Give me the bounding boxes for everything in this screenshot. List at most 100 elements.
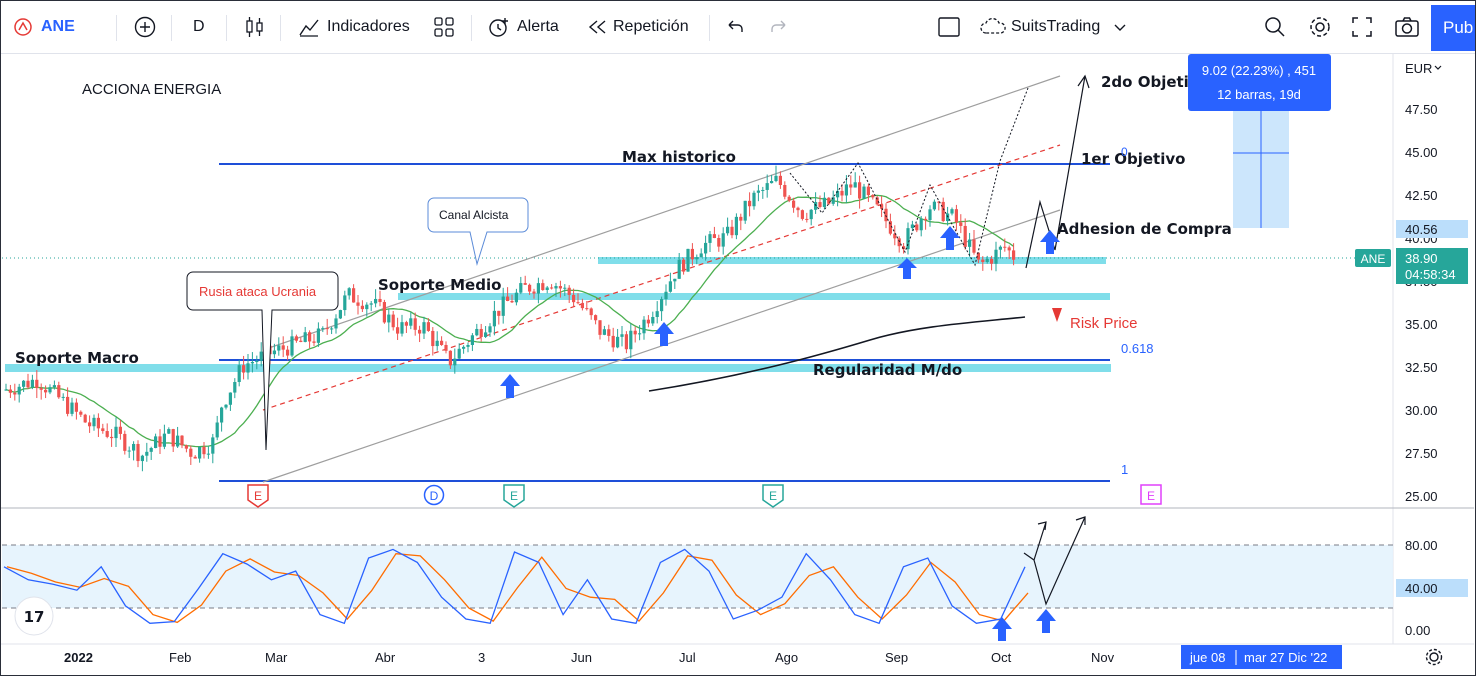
candle-body: [39, 388, 43, 390]
candle-body: [497, 310, 501, 316]
candle-body: [761, 189, 765, 191]
candle-body: [589, 308, 593, 316]
countdown: 04:58:34: [1405, 267, 1456, 282]
osc-projection-arrowheads: [1037, 516, 1086, 531]
time-label: Jun: [571, 650, 592, 665]
candle-body: [488, 326, 492, 333]
candle-body: [13, 392, 17, 395]
candle-body: [690, 248, 694, 260]
alert-button[interactable]: Alerta: [487, 1, 559, 53]
candle-body: [418, 329, 422, 334]
candle-body: [475, 328, 479, 336]
stoch-k-line: [3, 548, 1026, 625]
templates-button[interactable]: [433, 1, 455, 53]
price-tick: 32.50: [1405, 360, 1438, 375]
price-axis[interactable]: EUR 47.50 45.00 42.50 40.00 37.50 35.00 …: [1355, 61, 1468, 504]
layout-name-button[interactable]: SuitsTrading: [979, 1, 1130, 53]
compare-button[interactable]: [133, 1, 157, 53]
osc-tick: 40.00: [1405, 581, 1438, 596]
channel-upper: [262, 75, 1061, 351]
candle-body: [250, 362, 254, 364]
tradingview-logo[interactable]: 𝟭𝟳: [14, 596, 54, 636]
tag-level: 40.56: [1405, 222, 1438, 237]
channel-mid: [262, 144, 1061, 411]
settings-button[interactable]: [1307, 1, 1333, 53]
interval-button[interactable]: D: [193, 1, 205, 53]
indicators-button[interactable]: Indicadores: [297, 1, 410, 53]
label-max-historico: Max historico: [622, 148, 736, 166]
candle-body: [792, 200, 796, 208]
candle-body: [501, 296, 505, 316]
event-marker-5[interactable]: E: [1140, 484, 1162, 505]
candle-body: [528, 284, 532, 292]
candle-body: [611, 335, 615, 348]
candle-body: [228, 392, 232, 405]
label-soporte-macro: Soporte Macro: [15, 349, 139, 367]
undo-button[interactable]: [725, 1, 745, 53]
candle-body: [127, 450, 131, 452]
candle-body: [409, 318, 413, 326]
candle-body: [998, 246, 1002, 250]
interval-label: D: [193, 18, 205, 35]
candle-body: [668, 281, 672, 292]
event-marker-2[interactable]: D: [423, 484, 445, 506]
chart-type-button[interactable]: [244, 1, 266, 53]
time-axis[interactable]: 2022 Feb Mar Abr 3 Jun Jul Ago Sep Oct N…: [64, 650, 1115, 665]
gear-icon-ring: [1425, 648, 1443, 666]
candle-body: [462, 346, 466, 349]
event-marker-4[interactable]: E: [762, 484, 784, 508]
symbol-name: ANE: [41, 18, 75, 35]
candle-body: [567, 287, 571, 295]
candle-body: [8, 389, 12, 393]
candle-body: [281, 345, 285, 350]
replay-button[interactable]: Repetición: [587, 1, 689, 53]
candle-body: [924, 218, 928, 220]
search-button[interactable]: [1263, 1, 1287, 53]
candle-body: [66, 396, 70, 414]
candle-body: [849, 184, 853, 188]
candle-body: [114, 426, 118, 439]
time-axis-settings-button[interactable]: [1425, 648, 1443, 666]
time-label: 2022: [64, 650, 93, 665]
event-marker-1[interactable]: E: [247, 484, 269, 508]
candle-body: [602, 329, 606, 335]
redo-button[interactable]: [769, 1, 789, 53]
candle-body: [149, 448, 153, 452]
candle-body: [536, 283, 540, 294]
candle-body: [739, 216, 743, 221]
candle-body: [545, 287, 549, 290]
layout-name-label: SuitsTrading: [1011, 18, 1101, 35]
candle-body: [255, 360, 259, 363]
publish-button[interactable]: Pub: [1431, 5, 1475, 51]
candle-body: [431, 330, 435, 347]
candle-body: [805, 218, 809, 220]
candle-body: [875, 197, 879, 205]
candle-body: [880, 204, 884, 209]
price-tick: 30.00: [1405, 403, 1438, 418]
candle-body: [633, 330, 637, 335]
tv-logo-icon: 𝟭𝟳: [24, 609, 45, 626]
candles-icon: [246, 17, 263, 37]
redo-icon: [771, 20, 786, 32]
fullscreen-button[interactable]: [1351, 1, 1373, 53]
candle-body: [660, 299, 664, 312]
candle-body: [35, 379, 39, 389]
callout-rusia: [186, 271, 339, 451]
candle-body: [338, 310, 342, 319]
candle-body: [308, 332, 312, 342]
candle-body: [677, 259, 681, 279]
candle-body: [101, 428, 105, 432]
candle-body: [646, 319, 650, 324]
candle-body: [594, 315, 598, 321]
candle-body: [743, 200, 747, 221]
layout-select-button[interactable]: [937, 1, 961, 53]
snapshot-button[interactable]: [1394, 1, 1420, 53]
symbol-search[interactable]: ANE: [13, 1, 75, 53]
event-marker-3[interactable]: E: [503, 484, 525, 508]
candle-body: [541, 283, 545, 290]
candle-body: [158, 436, 162, 447]
currency-label[interactable]: EUR: [1405, 61, 1432, 76]
candle-body: [717, 238, 721, 247]
candle-body: [171, 429, 175, 447]
